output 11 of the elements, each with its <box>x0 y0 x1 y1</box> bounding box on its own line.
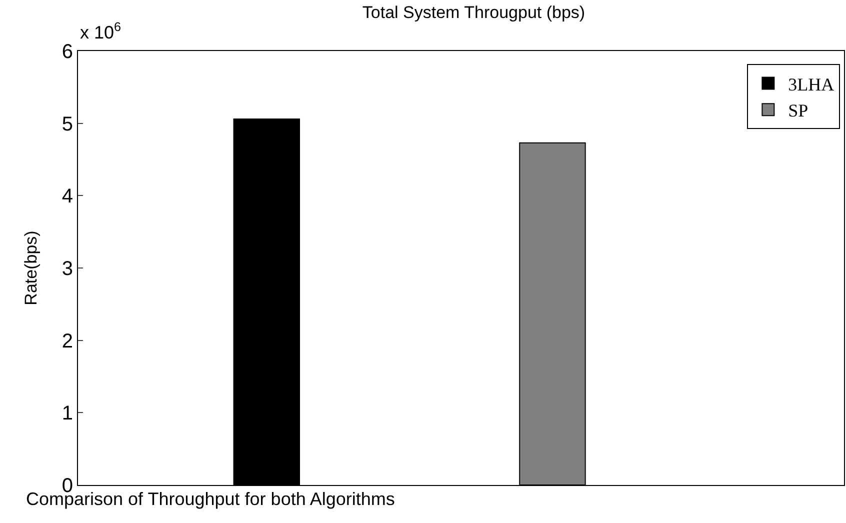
text: x 10$^{6}$ <box>80 20 122 43</box>
y-tick-label: 6 <box>62 41 73 63</box>
y-tick-label: 4 <box>62 186 73 208</box>
y-tick-label: 3 <box>62 258 73 280</box>
legend-label: 3LHA <box>788 74 834 94</box>
chart-title: Total System Througput (bps) <box>362 2 586 22</box>
legend-label: SP <box>788 100 808 121</box>
y-axis-title: Rate(bps) <box>21 230 40 306</box>
y-tick-label: 5 <box>62 113 73 136</box>
y-tick-label: 2 <box>62 330 73 352</box>
y-tick-label: 1 <box>62 402 73 425</box>
